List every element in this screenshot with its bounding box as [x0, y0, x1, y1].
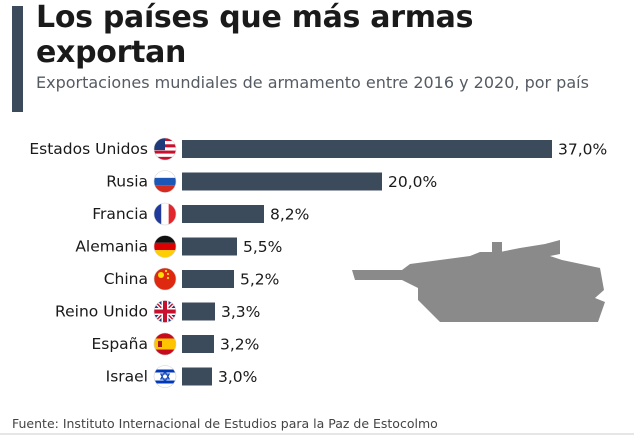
bar — [182, 140, 552, 158]
bottom-divider — [0, 433, 634, 435]
bar-chart: Estados Unidos 37,0% Rusia 20,0% Francia 8,2%… — [29, 137, 607, 388]
category-label: Estados Unidos — [29, 140, 148, 158]
chart-subtitle: Exportaciones mundiales de armamento ent… — [36, 73, 589, 92]
category-label: España — [91, 335, 148, 353]
category-label: Reino Unido — [55, 303, 148, 321]
value-label: 3,2% — [220, 336, 259, 354]
value-label: 5,5% — [243, 238, 282, 256]
value-label: 8,2% — [270, 206, 309, 224]
title-accent-bar — [12, 6, 23, 112]
category-label: Rusia — [106, 173, 148, 191]
bar — [182, 367, 212, 386]
flag-uk-icon — [153, 300, 177, 323]
source-note: Fuente: Instituto Internacional de Estud… — [12, 416, 438, 431]
flag-usa-icon — [153, 137, 177, 161]
bar — [182, 172, 382, 191]
value-label: 37,0% — [558, 141, 607, 159]
bar — [182, 270, 234, 288]
bar — [182, 237, 237, 256]
category-label: Israel — [106, 368, 148, 386]
flag-germany-icon — [153, 235, 177, 258]
flag-spain-icon — [153, 332, 177, 356]
value-label: 5,2% — [240, 271, 279, 289]
value-label: 3,0% — [218, 368, 257, 386]
bar — [182, 302, 215, 321]
bar — [182, 205, 264, 223]
flag-china-icon — [153, 267, 177, 291]
chart-title: Los países que más armas exportan — [36, 0, 474, 70]
category-label: China — [104, 270, 148, 288]
flag-russia-icon — [153, 170, 177, 193]
flag-france-icon — [153, 202, 177, 226]
category-label: Alemania — [75, 238, 148, 256]
flag-israel-icon — [153, 365, 177, 388]
bar — [182, 335, 214, 353]
category-label: Francia — [92, 205, 148, 223]
value-label: 3,3% — [221, 303, 260, 321]
tank-icon — [352, 240, 605, 322]
value-label: 20,0% — [388, 173, 437, 191]
